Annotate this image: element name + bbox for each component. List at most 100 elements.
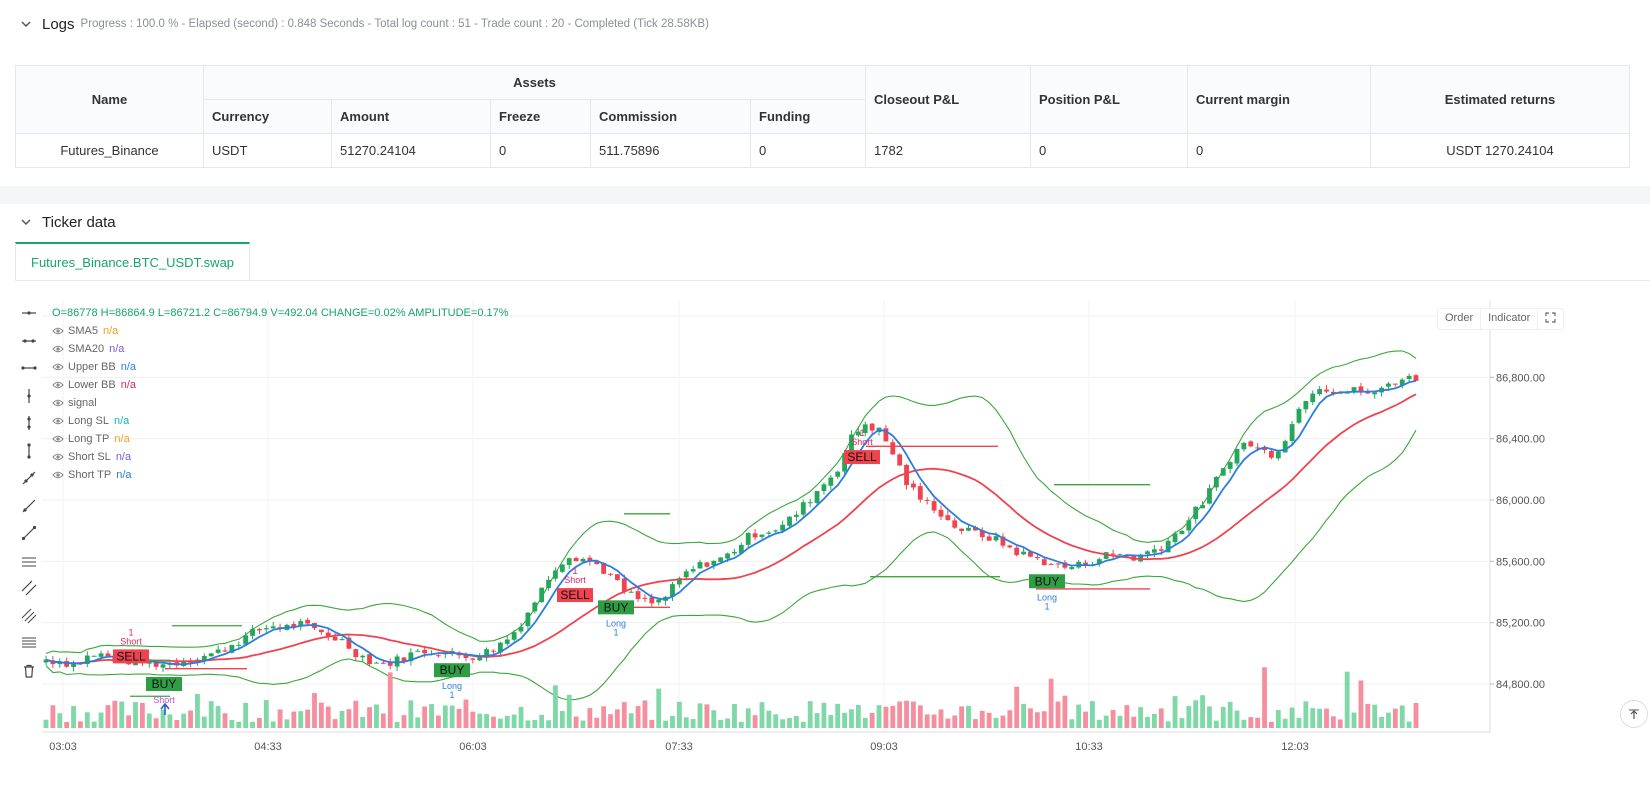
candle-body — [793, 514, 799, 517]
segment-line-icon[interactable] — [16, 520, 42, 546]
candle-body — [780, 524, 786, 531]
tab-btc-usdt-swap[interactable]: Futures_Binance.BTC_USDT.swap — [15, 242, 251, 280]
legend-item-long-tp[interactable]: Long TP n/a — [52, 430, 509, 448]
candle-body — [491, 650, 496, 652]
header-name: Name — [15, 65, 204, 134]
volume-bar — [1138, 707, 1144, 728]
volume-bar — [656, 688, 662, 728]
volume-bar — [394, 721, 400, 728]
candle-body — [621, 578, 627, 592]
legend-item-signal[interactable]: signal — [52, 394, 509, 412]
logs-header[interactable]: Logs Progress : 100.0 % - Elapsed (secon… — [16, 12, 709, 36]
fib-channel-icon[interactable] — [16, 603, 42, 629]
eye-icon[interactable] — [52, 380, 64, 390]
trade-count: 1 — [572, 566, 577, 576]
chevron-down-icon[interactable] — [16, 14, 36, 34]
ticker-title: Ticker data — [42, 213, 116, 231]
candle-body — [904, 465, 909, 485]
legend-value: n/a — [102, 325, 119, 337]
legend-name: Short SL — [68, 451, 111, 463]
volume-bar — [663, 720, 669, 728]
candle-body — [298, 621, 304, 627]
eye-icon[interactable] — [52, 470, 64, 480]
fib-retracement-icon[interactable] — [16, 630, 42, 656]
legend-item-short-sl[interactable]: Short SL n/a — [52, 448, 509, 466]
legend-item-upper-bb[interactable]: Upper BB n/a — [52, 358, 509, 376]
candle-body — [229, 644, 235, 653]
ray-line-icon[interactable] — [16, 493, 42, 519]
arrow-up-icon — [160, 702, 170, 715]
trash-icon[interactable] — [16, 658, 42, 684]
vertical-segment-icon[interactable] — [16, 438, 42, 464]
legend-item-lower-bb[interactable]: Lower BB n/a — [52, 376, 509, 394]
candle-body — [573, 557, 579, 562]
candle-body — [580, 558, 586, 562]
candle-body — [945, 515, 951, 520]
parallel-channel-icon[interactable] — [16, 575, 42, 601]
trade-tag: Short — [120, 636, 142, 646]
volume-bars — [43, 667, 1419, 728]
eye-icon[interactable] — [52, 362, 64, 372]
volume-bar — [1406, 721, 1412, 728]
order-button[interactable]: Order — [1438, 309, 1482, 329]
legend-item-long-sl[interactable]: Long SL n/a — [52, 412, 509, 430]
ticker-header[interactable]: Ticker data — [16, 210, 116, 234]
volume-bar — [105, 705, 111, 728]
legend-item-short-tp[interactable]: Short TP n/a — [52, 466, 509, 484]
fullscreen-icon[interactable] — [1538, 309, 1563, 329]
volume-bar — [126, 715, 132, 728]
candle-body — [952, 520, 958, 528]
candle-body — [305, 620, 311, 624]
y-tick-label: 84,800.00 — [1496, 679, 1545, 691]
candle-body — [656, 599, 662, 603]
candle-body — [828, 477, 834, 486]
trend-line-icon[interactable] — [16, 465, 42, 491]
price-chart[interactable]: SELLShort1BUYShortBUYLong1SELLShort1BUYL… — [0, 300, 1650, 809]
volume-bar — [387, 672, 393, 728]
ticker-tabs: Futures_Binance.BTC_USDT.swap — [15, 242, 251, 280]
trade-count: 1 — [859, 428, 864, 438]
volume-bar — [497, 718, 503, 728]
chart-area[interactable]: SELL Short 1 BUY Short BUY Long 1 SELL Short 1 BUY L… — [0, 300, 1650, 809]
trade-count: 1 — [128, 627, 133, 637]
eye-icon[interactable] — [52, 344, 64, 354]
horizontal-line-icon[interactable] — [16, 328, 42, 354]
vertical-line-icon[interactable] — [16, 410, 42, 436]
horizontal-segment-icon[interactable] — [16, 355, 42, 381]
eye-icon[interactable] — [52, 416, 64, 426]
candle-body — [773, 530, 779, 532]
candle-body — [387, 662, 393, 666]
legend-item-sma20[interactable]: SMA20 n/a — [52, 340, 509, 358]
price-channel-icon[interactable] — [16, 548, 42, 574]
volume-bar — [1000, 715, 1006, 728]
x-tick-label: 06:03 — [459, 741, 487, 753]
volume-bar — [883, 706, 889, 728]
candle-body — [897, 454, 903, 466]
chart-grid — [42, 300, 1490, 732]
eye-icon[interactable] — [52, 326, 64, 336]
horizontal-ray-icon[interactable] — [16, 300, 42, 326]
volume-bar — [367, 707, 372, 728]
cell-estimated-returns: USDT 1270.24104 — [1370, 133, 1630, 168]
legend-name: Upper BB — [68, 361, 116, 373]
volume-bar — [1269, 721, 1274, 728]
vertical-ray-icon[interactable] — [16, 383, 42, 409]
volume-bar — [429, 704, 434, 728]
scroll-to-latest-icon[interactable] — [1620, 700, 1648, 728]
legend-item-sma5[interactable]: SMA5 n/a — [52, 322, 509, 340]
sell-label: SELL — [847, 450, 877, 464]
indicator-button[interactable]: Indicator — [1481, 309, 1539, 329]
candle-body — [1028, 551, 1033, 557]
candle-body — [339, 639, 345, 641]
sell-label: SELL — [116, 649, 146, 663]
eye-icon[interactable] — [52, 398, 64, 408]
volume-bar — [993, 717, 999, 728]
eye-icon[interactable] — [52, 452, 64, 462]
volume-bar — [270, 721, 276, 728]
volume-bar — [1365, 703, 1371, 728]
volume-bar — [773, 714, 779, 728]
eye-icon[interactable] — [52, 434, 64, 444]
chevron-down-icon[interactable] — [16, 212, 36, 232]
volume-bar — [1145, 716, 1150, 728]
